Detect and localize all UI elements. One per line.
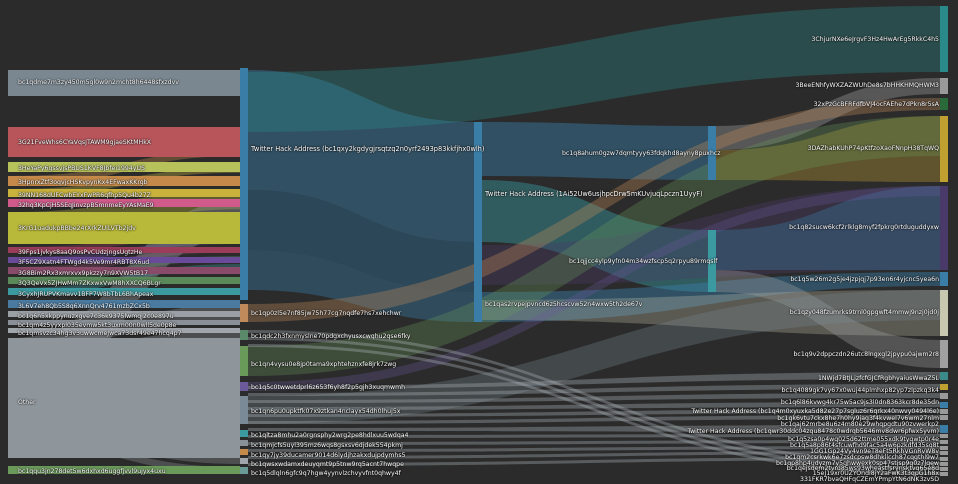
flow-link: [248, 393, 940, 403]
left-node-bar: [8, 257, 240, 263]
middle-node-bar: [474, 122, 482, 322]
flow-link: [248, 372, 940, 389]
right-node-bar: [940, 462, 948, 466]
flow-link: [248, 409, 940, 417]
flow-link: [716, 116, 940, 182]
flow-link: [248, 402, 940, 410]
flow-link: [248, 434, 940, 438]
flow-link: [248, 415, 940, 424]
right-node-bar: [940, 415, 948, 420]
flow-link: [248, 440, 940, 445]
flow-link: [482, 180, 708, 292]
flow-link: [482, 290, 940, 336]
flow-link: [248, 425, 940, 432]
middle-node-bar: [240, 304, 248, 322]
flow-link: [248, 70, 474, 242]
left-node-bar: [8, 288, 240, 295]
flow-link: [248, 457, 940, 466]
left-node-bar: [8, 189, 240, 197]
middle-node-bar: [240, 467, 248, 474]
right-node-bar: [940, 451, 948, 455]
left-node-bar: [8, 300, 240, 308]
flow-link: [248, 344, 940, 475]
left-node-bar: [8, 320, 240, 325]
right-node-bar: [940, 434, 948, 438]
flow-link: [248, 190, 474, 292]
flow-link: [248, 290, 940, 424]
middle-node-bar: [240, 440, 248, 446]
right-node-bar: [940, 98, 948, 110]
right-node-bar: [940, 467, 948, 471]
right-node-bar: [940, 409, 948, 414]
left-node-bar: [8, 466, 240, 474]
middle-node-bar: [240, 396, 248, 424]
right-node-bar: [940, 6, 948, 72]
left-node-bar: [8, 267, 240, 274]
left-node-bar: [8, 162, 240, 172]
right-node-bar: [940, 186, 948, 270]
flow-nodes: [8, 6, 948, 476]
right-node-bar: [940, 272, 948, 286]
right-node-bar: [940, 402, 948, 408]
middle-node-bar: [240, 382, 248, 391]
left-node-bar: [8, 277, 240, 284]
middle-node-bar: [240, 346, 248, 376]
left-node-bar: [8, 176, 240, 186]
flow-link: [716, 78, 940, 150]
flow-link: [248, 330, 940, 465]
right-node-bar: [940, 425, 948, 433]
right-node-bar: [940, 472, 948, 476]
middle-node-bar: [708, 230, 716, 292]
middle-node-bar: [240, 68, 248, 300]
right-node-bar: [940, 290, 948, 336]
flow-link: [716, 186, 940, 270]
left-node-bar: [8, 199, 240, 207]
left-node-bar: [8, 70, 240, 96]
flow-link: [248, 250, 474, 322]
left-node-bar: [8, 338, 240, 458]
right-node-bar: [940, 457, 948, 461]
right-node-bar: [940, 393, 948, 399]
left-node-bar: [8, 212, 240, 244]
flow-link: [248, 186, 940, 391]
left-node-bar: [8, 247, 240, 253]
middle-node-bar: [708, 126, 716, 180]
right-node-bar: [940, 446, 948, 450]
flow-link: [716, 270, 940, 368]
left-node-bar: [8, 127, 240, 157]
middle-node-bar: [240, 330, 248, 340]
flow-link: [248, 446, 940, 452]
flow-link: [248, 451, 940, 459]
flow-link: [248, 384, 940, 396]
middle-node-bar: [240, 430, 248, 437]
flow-link: [248, 98, 940, 322]
flow-link: [248, 6, 940, 132]
right-node-bar: [940, 340, 948, 368]
flow-link: [482, 122, 708, 180]
middle-node-bar: [240, 458, 248, 464]
right-node-bar: [940, 372, 948, 380]
right-node-bar: [940, 440, 948, 444]
right-node-bar: [940, 78, 948, 94]
right-node-bar: [940, 116, 948, 182]
right-node-bar: [940, 384, 948, 390]
flow-link: [248, 116, 940, 376]
flow-link: [248, 337, 940, 470]
middle-node-bar: [240, 449, 248, 455]
left-node-bar: [8, 311, 240, 317]
flow-link: [482, 272, 940, 322]
middle-node-bar: [474, 292, 482, 322]
left-node-bar: [8, 328, 240, 333]
